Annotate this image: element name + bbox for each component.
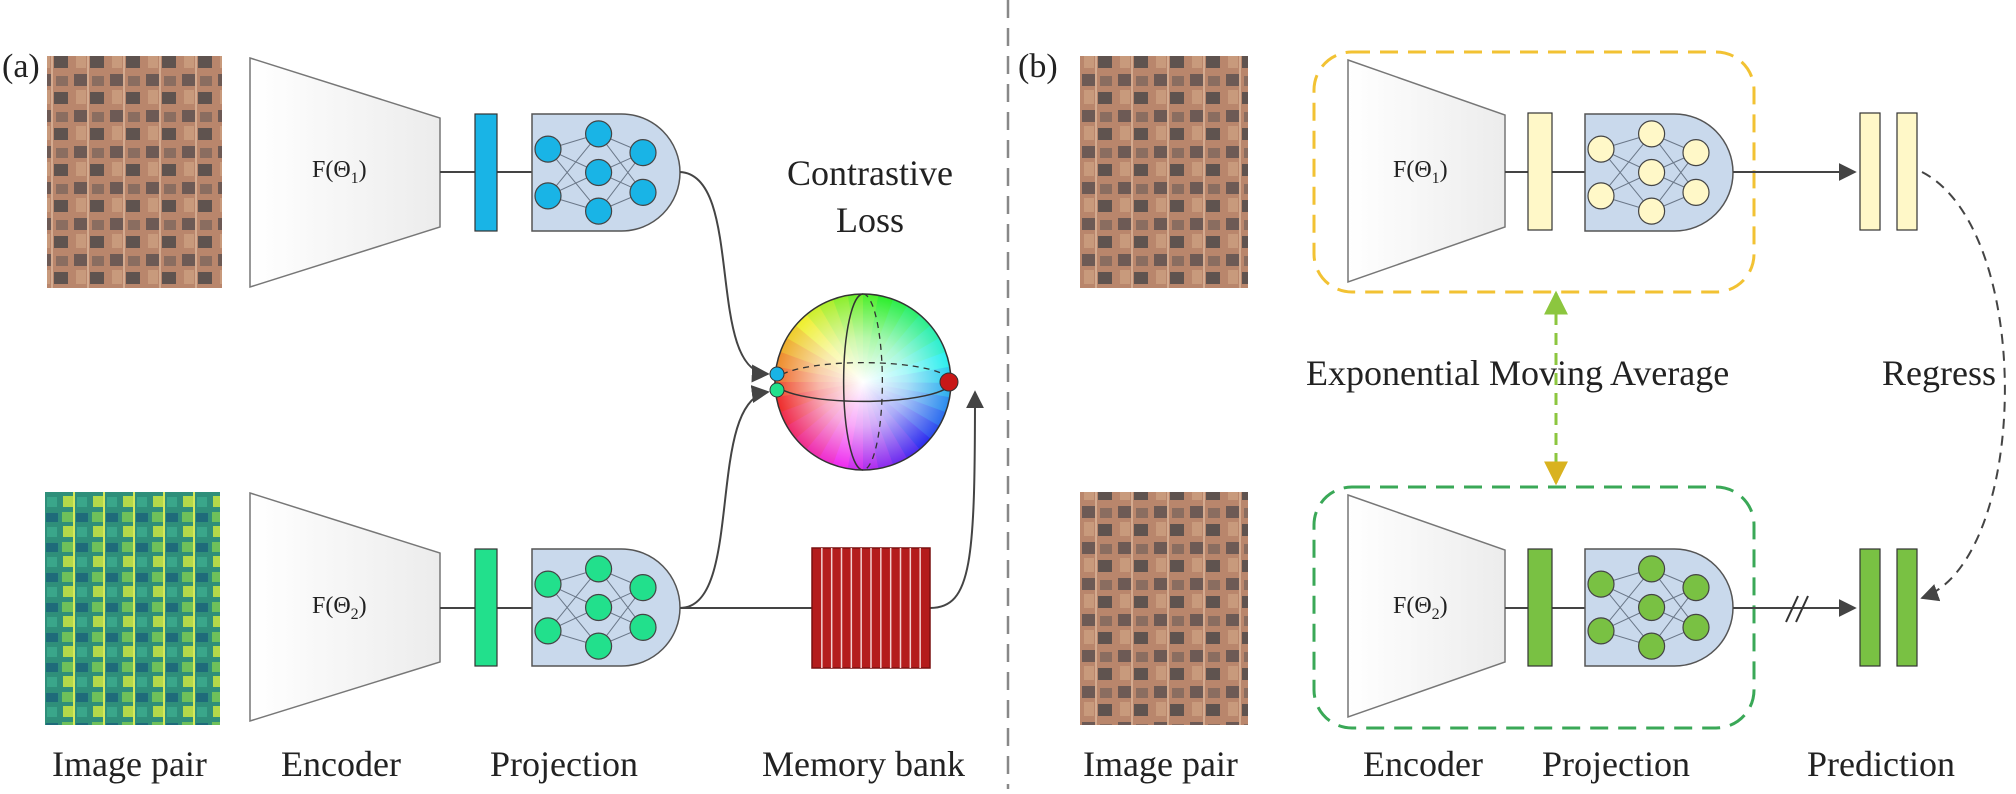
panel-label-a: (a) [2, 48, 40, 85]
caption-projection-b: Projection [1542, 744, 1690, 784]
caption-image-pair-b: Image pair [1083, 744, 1238, 784]
prediction-bar-2 [1896, 548, 1918, 667]
target-output-bar-1 [1859, 112, 1881, 231]
nn-node [534, 570, 562, 598]
caption-prediction: Prediction [1807, 744, 1955, 784]
projection-vector-bottom-b [1527, 548, 1553, 667]
projection-head-top-b [1584, 113, 1734, 232]
nn-node [584, 632, 613, 660]
image-rgb-b-bottom [1080, 492, 1248, 725]
nn-node [1637, 593, 1666, 622]
contrastive-sphere [769, 293, 959, 471]
encoder-bottom-b [1347, 493, 1506, 719]
nn-node [1587, 570, 1615, 598]
nn-node [534, 617, 562, 645]
image-ndvi-a [45, 492, 220, 725]
nn-node [584, 158, 613, 187]
projection-vector-bottom-a [474, 548, 498, 667]
encoder-top-b [1347, 58, 1506, 284]
nn-node [1587, 182, 1615, 210]
projection-head-top-a [531, 113, 681, 232]
sphere-glow [775, 294, 951, 470]
stop-gradient-mark-1 [1785, 595, 1799, 623]
caption-projection-a: Projection [490, 744, 638, 784]
nn-node [1682, 139, 1710, 167]
nn-node [1637, 555, 1666, 583]
arrow-bottom-to-sphere [679, 385, 770, 609]
encoder-top-b-label: F(Θ1) [1393, 157, 1448, 187]
projection-vector-top-b [1527, 112, 1553, 231]
regress-arrow [1920, 171, 2006, 602]
target-output-bar-2 [1896, 112, 1918, 231]
image-rgb-a [47, 56, 222, 288]
encoder-bottom-a-label: F(Θ2) [312, 593, 367, 623]
nn-node [629, 178, 657, 206]
prediction-bar-1 [1859, 548, 1881, 667]
nn-node [1682, 613, 1710, 641]
embedding-point-memory [939, 372, 959, 392]
nn-node [1637, 632, 1666, 660]
caption-encoder-b: Encoder [1363, 744, 1483, 784]
nn-node [1682, 574, 1710, 602]
encoder-bottom-b-label: F(Θ2) [1393, 593, 1448, 623]
nn-node [1587, 617, 1615, 645]
caption-memory-bank: Memory bank [762, 744, 965, 784]
sphere-meridian-front [842, 293, 864, 471]
encoder-top-a-label: F(Θ1) [312, 157, 367, 187]
caption-encoder-a: Encoder [281, 744, 401, 784]
sphere-meridian-back [862, 293, 884, 471]
nn-node [584, 197, 613, 225]
nn-node [629, 574, 657, 602]
image-rgb-b-top [1080, 56, 1248, 288]
nn-node [534, 135, 562, 163]
nn-node [629, 613, 657, 641]
nn-node [1682, 178, 1710, 206]
nn-node [584, 555, 613, 583]
memory-bank [811, 547, 931, 669]
arrow-top-to-sphere [679, 171, 770, 383]
caption-image-pair-a: Image pair [52, 744, 207, 784]
panel-label-b: (b) [1018, 48, 1058, 85]
encoder-bottom-a [249, 491, 441, 723]
nn-node [1587, 135, 1615, 163]
arrow-memory-to-sphere [929, 390, 984, 609]
embedding-point-blue [769, 366, 785, 382]
nn-node [1637, 197, 1666, 225]
projection-vector-top-a [474, 113, 498, 232]
nn-node [629, 139, 657, 167]
contrastive-loss-line2: Loss [835, 200, 904, 240]
projection-head-bottom-b [1584, 548, 1734, 667]
embedding-point-teal [769, 382, 785, 398]
nn-node [584, 593, 613, 622]
contrastive-loss-line1: Contrastive [787, 153, 953, 193]
encoder-top-a [249, 56, 441, 289]
ema-label: Exponential Moving Average [1306, 353, 1730, 393]
regress-label: Regress [1882, 353, 1996, 393]
stop-gradient-mark-2 [1795, 595, 1809, 623]
nn-node [1637, 158, 1666, 187]
nn-node [534, 182, 562, 210]
nn-node [584, 120, 613, 148]
nn-node [1637, 120, 1666, 148]
projection-head-bottom-a [531, 548, 681, 667]
